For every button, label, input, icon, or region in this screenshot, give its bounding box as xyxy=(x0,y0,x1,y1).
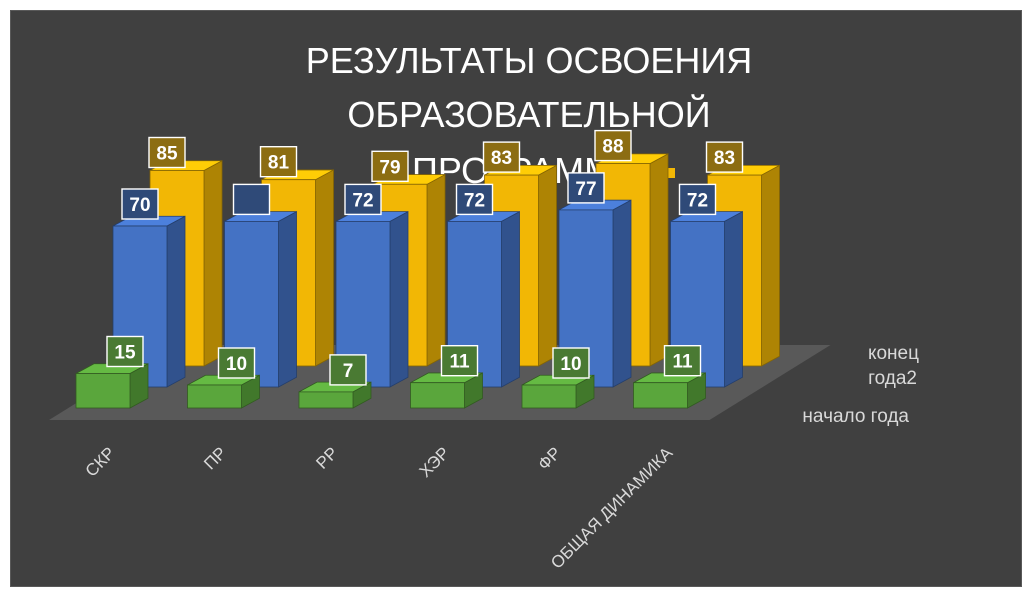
bar-s0-5 xyxy=(633,372,706,409)
data-label-s0-5: 11 xyxy=(663,345,702,377)
data-label-s1-1 xyxy=(232,183,271,216)
svg-text:83: 83 xyxy=(714,148,735,169)
data-label-s2-4: 88 xyxy=(594,129,632,162)
x-tick-label-1: ПР xyxy=(200,443,230,473)
svg-text:15: 15 xyxy=(114,343,136,364)
svg-text:83: 83 xyxy=(491,148,512,169)
svg-text:88: 88 xyxy=(602,137,623,158)
depth-label-start: начало года xyxy=(802,406,909,427)
data-label-s1-0: 70 xyxy=(121,188,159,220)
depth-label-end-2: года2 xyxy=(868,368,917,389)
data-label-s1-4: 77 xyxy=(567,172,605,204)
bar-s0-3 xyxy=(410,372,483,409)
svg-text:70: 70 xyxy=(129,195,150,216)
data-label-s2-2: 79 xyxy=(371,150,409,183)
data-label-s1-5: 72 xyxy=(678,183,717,216)
chart-title-line-1: РЕЗУЛЬТАТЫ ОСВОЕНИЯ xyxy=(306,40,752,81)
data-label-s2-3: 83 xyxy=(482,141,521,173)
svg-text:72: 72 xyxy=(352,190,373,211)
legend-marker-2 xyxy=(665,168,675,178)
data-label-s0-2: 7 xyxy=(329,354,367,386)
chart-svg: РЕЗУЛЬТАТЫ ОСВОЕНИЯ ОБРАЗОВАТЕЛЬНОЙ ПРОГ… xyxy=(49,40,919,573)
svg-text:72: 72 xyxy=(687,190,708,211)
data-label-s0-4: 10 xyxy=(552,347,590,379)
svg-text:81: 81 xyxy=(268,153,290,174)
data-label-s1-3: 72 xyxy=(455,183,494,216)
svg-text:11: 11 xyxy=(449,352,470,373)
x-tick-label-5: ОБЩАЯ ДИНАМИКА xyxy=(547,443,677,573)
x-tick-label-4: ФР xyxy=(534,443,565,474)
data-label-s1-2: 72 xyxy=(344,183,382,216)
svg-text:72: 72 xyxy=(464,190,485,211)
plot-area: 85 81 79 83 88 83 70 72 72 77 72 15 10 7 11 10 11 СКР ПР РР… xyxy=(49,129,831,573)
data-label-s2-0: 85 xyxy=(148,136,186,169)
data-label-s2-1: 81 xyxy=(259,145,298,178)
data-label-s0-1: 10 xyxy=(217,347,256,379)
chart-area: РЕЗУЛЬТАТЫ ОСВОЕНИЯ ОБРАЗОВАТЕЛЬНОЙ ПРОГ… xyxy=(10,10,1022,587)
bar-s0-4 xyxy=(521,374,595,409)
depth-label-end-1: конец xyxy=(868,343,919,364)
data-label-s0-0: 15 xyxy=(106,335,144,368)
bar-s0-1 xyxy=(187,374,260,409)
x-tick-label-3: ХЭР xyxy=(416,443,454,481)
svg-text:77: 77 xyxy=(575,179,596,200)
x-tick-label-0: СКР xyxy=(82,443,119,480)
svg-text:10: 10 xyxy=(560,354,581,375)
svg-text:79: 79 xyxy=(379,157,400,178)
svg-text:11: 11 xyxy=(672,352,693,373)
x-tick-label-2: РР xyxy=(312,443,341,472)
chart-title-line-2: ОБРАЗОВАТЕЛЬНОЙ xyxy=(347,93,710,135)
data-label-s2-5: 83 xyxy=(705,141,744,173)
svg-text:10: 10 xyxy=(226,354,247,375)
bar-s0-0 xyxy=(75,363,149,409)
bar-s0-2 xyxy=(298,381,372,409)
svg-text:85: 85 xyxy=(156,144,178,165)
svg-text:7: 7 xyxy=(343,361,354,382)
data-label-s0-3: 11 xyxy=(440,345,479,377)
